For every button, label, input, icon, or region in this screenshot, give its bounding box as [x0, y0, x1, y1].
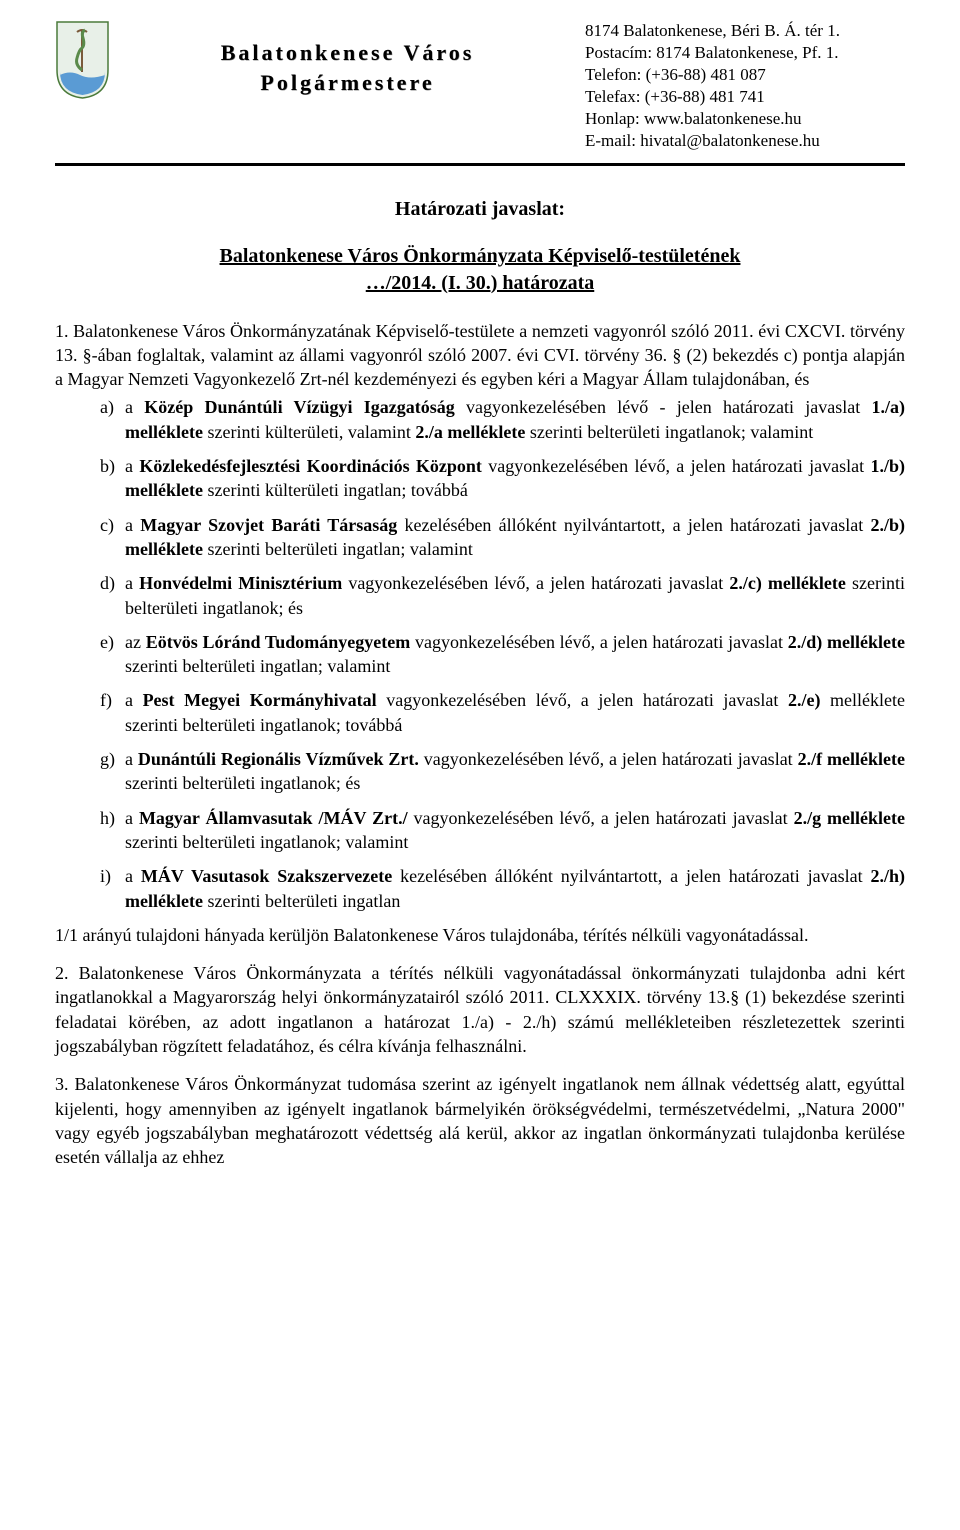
item-marker: c): [100, 513, 114, 537]
item-marker: h): [100, 806, 115, 830]
document-subtitle-2: …/2014. (I. 30.) határozata: [55, 270, 905, 297]
contact-fax: Telefax: (+36-88) 481 741: [585, 86, 905, 108]
item-marker: b): [100, 454, 115, 478]
item-text: a Honvédelmi Minisztérium vagyonkezelésé…: [125, 573, 905, 617]
item-text: az Eötvös Lóránd Tudományegyetem vagyonk…: [125, 632, 905, 676]
item-text: a Magyar Államvasutak /MÁV Zrt./ vagyonk…: [125, 808, 905, 852]
item-text: a Pest Megyei Kormányhivatal vagyonkezel…: [125, 690, 905, 734]
organization-title: Balatonkenese Város Polgármestere: [130, 20, 565, 97]
list-item: g) a Dunántúli Regionális Vízművek Zrt. v…: [100, 747, 905, 796]
item-marker: i): [100, 864, 111, 888]
document-header: Balatonkenese Város Polgármestere 8174 B…: [55, 20, 905, 153]
intro-paragraph: 1. Balatonkenese Város Önkormányzatának …: [55, 319, 905, 392]
org-name-line1: Balatonkenese Város: [130, 38, 565, 68]
item-marker: e): [100, 630, 114, 654]
list-item: e) az Eötvös Lóránd Tudományegyetem vagyo…: [100, 630, 905, 679]
document-subtitle-1: Balatonkenese Város Önkormányzata Képvis…: [55, 243, 905, 270]
item-marker: f): [100, 688, 112, 712]
item-text: a Közlekedésfejlesztési Koordinációs Köz…: [125, 456, 905, 500]
item-text: a MÁV Vasutasok Szakszervezete kezeléséb…: [125, 866, 905, 910]
contact-info: 8174 Balatonkenese, Béri B. Á. tér 1. Po…: [585, 20, 905, 153]
list-item: i) a MÁV Vasutasok Szakszervezete kezelés…: [100, 864, 905, 913]
item-list: a) a Közép Dunántúli Vízügyi Igazgatóság …: [100, 395, 905, 912]
document-heading: Határozati javaslat:: [55, 196, 905, 223]
contact-phone: Telefon: (+36-88) 481 087: [585, 64, 905, 86]
paragraph-3: 3. Balatonkenese Város Önkormányzat tudo…: [55, 1072, 905, 1169]
list-item: f) a Pest Megyei Kormányhivatal vagyonkez…: [100, 688, 905, 737]
list-item: c) a Magyar Szovjet Baráti Társaság kezel…: [100, 513, 905, 562]
paragraph-2: 2. Balatonkenese Város Önkormányzata a t…: [55, 961, 905, 1058]
contact-email: E-mail: hivatal@balatonkenese.hu: [585, 130, 905, 152]
item-marker: g): [100, 747, 115, 771]
item-marker: a): [100, 395, 114, 419]
header-divider: [55, 163, 905, 166]
item-text: a Magyar Szovjet Baráti Társaság kezelés…: [125, 515, 905, 559]
contact-postal: Postacím: 8174 Balatonkenese, Pf. 1.: [585, 42, 905, 64]
item-marker: d): [100, 571, 115, 595]
city-crest-icon: [55, 20, 110, 100]
contact-web: Honlap: www.balatonkenese.hu: [585, 108, 905, 130]
list-item: b) a Közlekedésfejlesztési Koordinációs K…: [100, 454, 905, 503]
org-name-line2: Polgármestere: [130, 68, 565, 98]
list-item: a) a Közép Dunántúli Vízügyi Igazgatóság …: [100, 395, 905, 444]
list-item: h) a Magyar Államvasutak /MÁV Zrt./ vagyo…: [100, 806, 905, 855]
item-text: a Dunántúli Regionális Vízművek Zrt. vag…: [125, 749, 905, 793]
list-item: d) a Honvédelmi Minisztérium vagyonkezelé…: [100, 571, 905, 620]
contact-address: 8174 Balatonkenese, Béri B. Á. tér 1.: [585, 20, 905, 42]
item-text: a Közép Dunántúli Vízügyi Igazgatóság va…: [125, 397, 905, 441]
closing-paragraph-1: 1/1 arányú tulajdoni hányada kerüljön Ba…: [55, 923, 905, 947]
